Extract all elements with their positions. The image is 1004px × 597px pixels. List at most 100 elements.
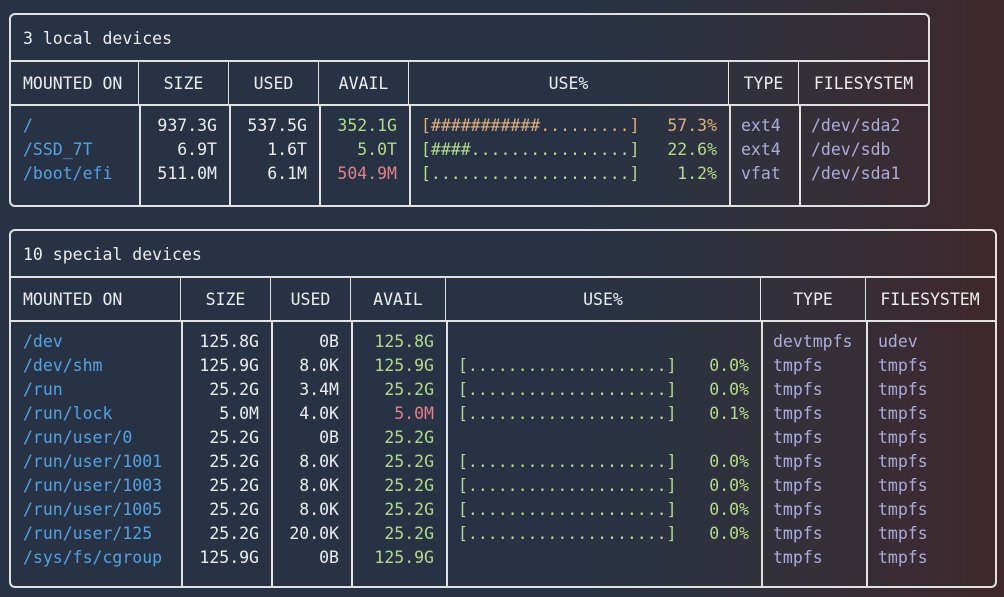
usage-bar: [###########.........] [421,116,640,135]
local-devices-body: / 937.3G 537.5G 352.1G [###########.....… [11,106,928,205]
use-percent-cell [446,546,761,570]
fs-type: vfat [741,164,781,183]
mount-point: /run/user/1001 [23,452,163,471]
size-value: 125.8G [199,332,259,351]
fs-type: tmpfs [773,404,823,423]
usage-bar: [....................] [458,380,677,399]
fs-type: tmpfs [773,500,823,519]
size-value: 5.0M [219,404,259,423]
size-value: 125.9G [199,548,259,567]
special-devices-title: 10 special devices [11,231,995,278]
used-value: 3.4M [299,380,339,399]
usage-percent: 0.0% [709,452,749,471]
used-value: 0B [319,332,339,351]
usage-percent: 0.0% [709,380,749,399]
usage-percent: 22.6% [667,140,717,159]
fs-device: /dev/sda2 [811,116,901,135]
mount-point: /run/user/1003 [23,476,163,495]
size-value: 511.0M [157,164,217,183]
used-value: 537.5G [247,116,307,135]
usage-bar: [####................] [421,140,640,159]
avail-value: 5.0T [357,140,397,159]
header-type: TYPE [761,278,866,320]
avail-value: 25.2G [384,524,434,543]
column-separator [139,106,141,205]
header-avail: AVAIL [351,278,446,320]
used-value: 0B [319,548,339,567]
local-devices-title: 3 local devices [11,15,928,62]
device-row: /run/lock 5.0M 4.0K 5.0M [..............… [11,402,995,426]
special-devices-header-row: MOUNTED ON SIZE USED AVAIL USE% TYPE FIL… [11,278,995,322]
header-size: SIZE [139,62,229,104]
avail-value: 125.9G [374,356,434,375]
usage-percent: 57.3% [667,116,717,135]
avail-value: 352.1G [337,116,397,135]
avail-value: 25.2G [384,428,434,447]
mount-point: /SSD_7T [23,140,93,159]
fs-type: tmpfs [773,524,823,543]
use-percent-cell: [....................] 0.0% [446,378,761,402]
device-row: /sys/fs/cgroup 125.9G 0B 125.9G tmpfs tm… [11,546,995,570]
header-use-percent: USE% [409,62,729,104]
fs-device: /dev/sda1 [811,164,901,183]
used-value: 6.1M [267,164,307,183]
fs-device: /dev/sdb [811,140,891,159]
header-filesystem: FILESYSTEM [813,74,914,93]
avail-value: 125.9G [374,548,434,567]
usage-percent: 0.0% [709,476,749,495]
use-percent-cell: [####................] 22.6% [409,138,729,162]
usage-bar: [....................] [458,404,677,423]
mount-point: /sys/fs/cgroup [23,548,163,567]
used-value: 4.0K [299,404,339,423]
avail-value: 504.9M [337,164,397,183]
avail-value: 125.8G [374,332,434,351]
avail-value: 25.2G [384,380,434,399]
column-separator [319,106,321,205]
fs-type: tmpfs [773,428,823,447]
avail-value: 25.2G [384,476,434,495]
mount-point: /run/lock [23,404,113,423]
size-value: 937.3G [157,116,217,135]
column-separator [729,106,731,205]
fs-device: udev [878,332,918,351]
column-separator [181,322,183,586]
device-row: /boot/efi 511.0M 6.1M 504.9M [..........… [11,162,928,186]
fs-device: tmpfs [878,452,928,471]
fs-type: tmpfs [773,452,823,471]
header-used: USED [229,62,319,104]
size-value: 25.2G [209,476,259,495]
header-used: USED [271,278,351,320]
device-row: /run 25.2G 3.4M 25.2G [.................… [11,378,995,402]
size-value: 25.2G [209,380,259,399]
usage-percent: 0.0% [709,500,749,519]
used-value: 0B [319,428,339,447]
device-row: /run/user/1001 25.2G 8.0K 25.2G [.......… [11,450,995,474]
device-row: /run/user/0 25.2G 0B 25.2G tmpfs tmpfs [11,426,995,450]
use-percent-cell: [....................] 0.0% [446,354,761,378]
mount-point: /run/user/0 [23,428,133,447]
used-value: 8.0K [299,452,339,471]
mount-point: /run/user/125 [23,524,153,543]
size-value: 125.9G [199,356,259,375]
usage-percent: 0.1% [709,404,749,423]
column-separator [761,322,763,586]
column-separator [409,106,411,205]
fs-device: tmpfs [878,380,928,399]
device-row: /run/user/1003 25.2G 8.0K 25.2G [.......… [11,474,995,498]
used-value: 8.0K [299,356,339,375]
usage-bar: [....................] [458,356,677,375]
use-percent-cell: [....................] 0.0% [446,474,761,498]
usage-bar: [....................] [458,500,677,519]
use-percent-cell: [....................] 0.1% [446,402,761,426]
used-value: 8.0K [299,476,339,495]
local-devices-header-row: MOUNTED ON SIZE USED AVAIL USE% TYPE FIL… [11,62,928,106]
use-percent-cell: [....................] 0.0% [446,450,761,474]
device-row: /run/user/125 25.2G 20.0K 25.2G [.......… [11,522,995,546]
header-mounted-on: MOUNTED ON [11,278,181,320]
mount-point: /dev/shm [23,356,103,375]
special-devices-table: 10 special devices MOUNTED ON SIZE USED … [9,229,997,588]
column-separator [351,322,353,586]
avail-value: 5.0M [394,404,434,423]
fs-device: tmpfs [878,356,928,375]
